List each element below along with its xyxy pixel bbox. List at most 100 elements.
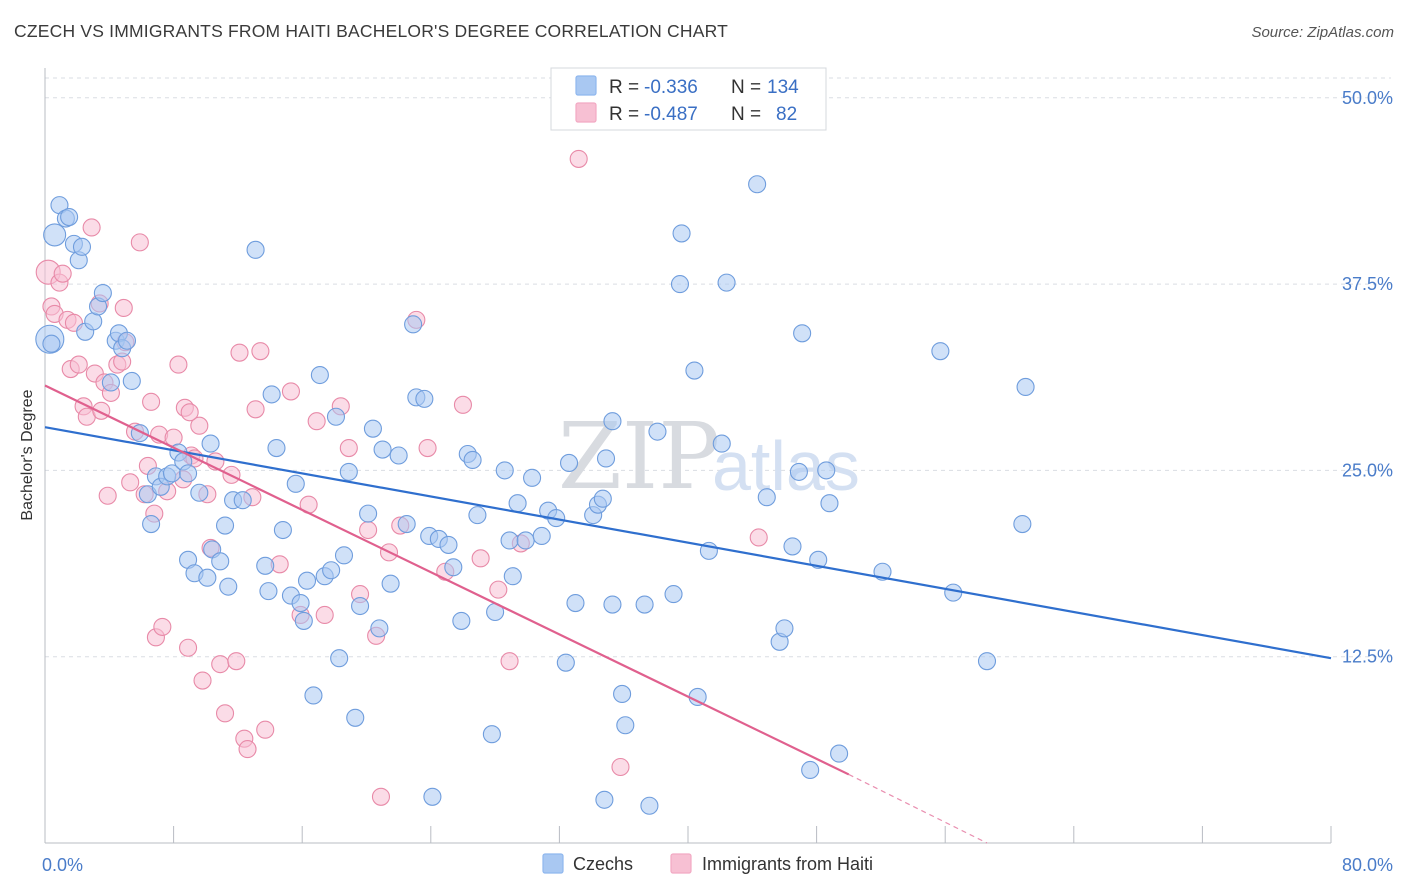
- czech-point: [616, 716, 635, 735]
- czech-point: [503, 567, 522, 586]
- czech-point: [523, 468, 542, 487]
- czech-point: [482, 725, 501, 744]
- czech-point: [142, 515, 161, 534]
- czech-point: [381, 574, 400, 593]
- haiti-point: [190, 416, 209, 435]
- x-tick-label-1: 80.0%: [1342, 855, 1393, 875]
- gridlines: [45, 77, 1391, 658]
- czech-point: [672, 224, 691, 243]
- y-tick-label-3: 50.0%: [1342, 88, 1393, 108]
- czech-point: [397, 515, 416, 534]
- haiti-point: [153, 617, 172, 636]
- haiti-trend-line: [44, 384, 850, 776]
- legend-n-value-czech: 134: [767, 77, 799, 98]
- czech-point: [389, 446, 408, 465]
- haiti-point: [453, 395, 473, 414]
- haiti-point: [215, 704, 235, 723]
- czech-point: [233, 491, 252, 510]
- czech-point: [801, 760, 820, 780]
- czech-point: [613, 684, 632, 704]
- czech-point: [603, 412, 622, 431]
- czech-point: [664, 585, 683, 604]
- czech-point: [748, 175, 767, 194]
- czech-point: [190, 483, 209, 502]
- czech-point: [215, 516, 235, 535]
- chart-title: CZECH VS IMMIGRANTS FROM HAITI BACHELOR'…: [14, 21, 729, 41]
- haiti-point: [281, 382, 300, 401]
- haiti-point: [180, 403, 199, 422]
- haiti-point: [142, 392, 161, 411]
- haiti-point: [53, 264, 72, 283]
- czech-point: [310, 365, 329, 385]
- czech-point: [809, 550, 828, 569]
- haiti-point: [82, 218, 101, 237]
- czech-point: [256, 556, 275, 575]
- haiti-point: [121, 473, 140, 492]
- czech-point: [793, 324, 812, 343]
- czech-point: [444, 558, 463, 577]
- source-label: Source: ZipAtlas.com: [1251, 24, 1394, 41]
- czech-point: [346, 708, 365, 727]
- haiti-point: [169, 355, 188, 374]
- czech-point: [219, 577, 238, 596]
- bottom-legend-haiti: Immigrants from Haiti: [702, 854, 873, 874]
- czech-point: [211, 552, 230, 571]
- czech-point: [322, 561, 341, 580]
- haiti-point: [256, 720, 275, 739]
- haiti-point: [371, 787, 391, 806]
- legend-frame: [550, 67, 827, 131]
- czech-point: [944, 583, 963, 602]
- czech-point: [286, 474, 305, 493]
- czech-point: [635, 595, 654, 614]
- czech-point: [463, 450, 482, 470]
- czech-point: [556, 653, 575, 672]
- haiti-point: [130, 233, 149, 252]
- czech-point: [117, 331, 137, 350]
- czech-point: [373, 440, 392, 459]
- haiti-point: [339, 438, 358, 458]
- czech-point: [640, 796, 659, 815]
- czech-point: [179, 464, 198, 483]
- watermark-zip: ZIP: [558, 403, 720, 510]
- haiti-point: [69, 355, 88, 374]
- haiti-point: [230, 343, 249, 362]
- czech-point: [596, 449, 616, 468]
- y-tick-label-2: 37.5%: [1342, 274, 1393, 294]
- czech-point: [43, 223, 67, 247]
- czech-point: [404, 315, 423, 334]
- legend-swatch-czech: [575, 75, 597, 96]
- czech-point: [670, 275, 690, 294]
- legend-r-value-czech: -0.336: [644, 77, 698, 98]
- haiti-point: [193, 671, 212, 690]
- czech-point: [60, 207, 79, 227]
- watermark-atlas: atlas: [712, 427, 860, 505]
- y-tick-label-0: 12.5%: [1342, 647, 1393, 667]
- czech-point: [246, 240, 265, 259]
- czech-point: [508, 494, 527, 513]
- haiti-point: [251, 342, 270, 361]
- czech-point: [516, 531, 535, 550]
- czech-point: [267, 438, 286, 458]
- czech-point: [304, 686, 323, 705]
- czech-point: [688, 687, 707, 706]
- haiti-point: [569, 149, 588, 168]
- czech-point: [648, 422, 667, 441]
- haiti-point: [749, 528, 768, 547]
- czech-point: [262, 385, 281, 404]
- haiti-point: [489, 580, 508, 599]
- czech-point: [198, 568, 217, 587]
- legend-swatch-haiti: [575, 102, 597, 123]
- watermark: ZIP atlas: [558, 403, 860, 510]
- czech-point: [201, 434, 220, 453]
- czech-point: [330, 649, 349, 668]
- haiti-point: [359, 520, 378, 540]
- bottom-legend-swatch-haiti: [670, 853, 692, 874]
- y-tick-label-1: 25.0%: [1342, 460, 1393, 480]
- haiti-point: [611, 757, 630, 777]
- czech-point: [603, 595, 622, 614]
- czech-point: [500, 531, 519, 550]
- czech-point: [1013, 515, 1032, 534]
- haiti-point: [114, 298, 133, 318]
- czech-point: [101, 373, 120, 392]
